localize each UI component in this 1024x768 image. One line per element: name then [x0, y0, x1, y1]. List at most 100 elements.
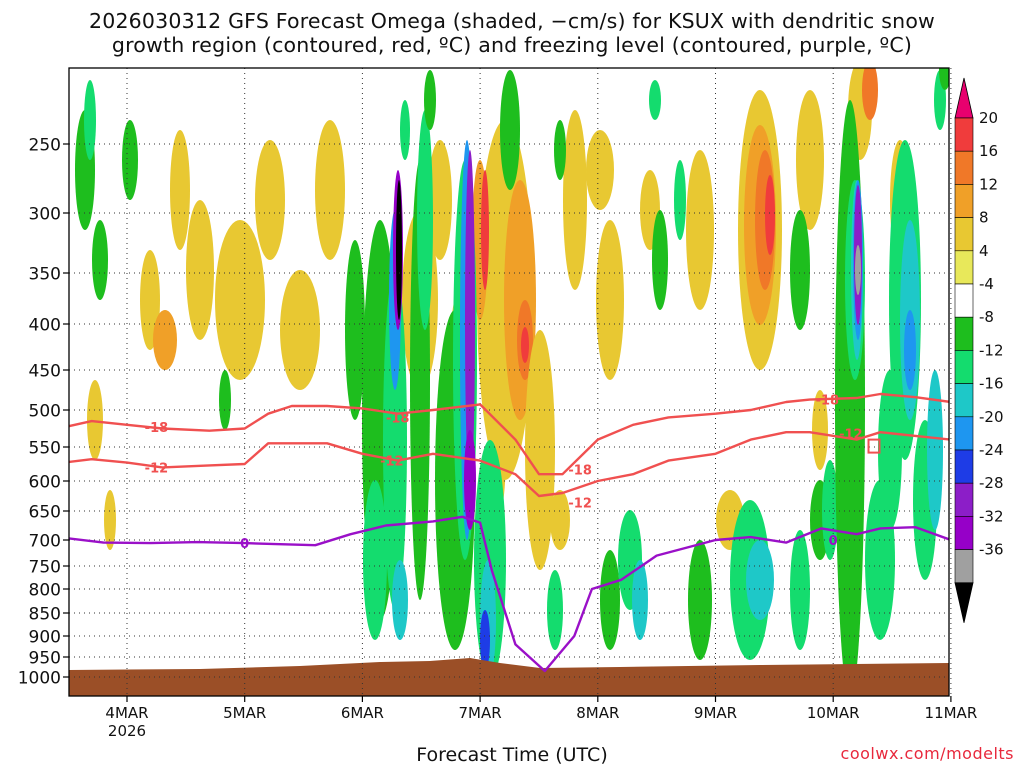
contour-0 [69, 392, 949, 476]
colorbar-segment [954, 449, 974, 484]
omega-shade-27 [765, 175, 775, 255]
contour-label-1: -12 [145, 461, 169, 476]
y-tick-label: 750 [29, 558, 61, 578]
colorbar-label: -20 [979, 408, 1004, 426]
omega-shade-71 [746, 540, 774, 620]
colorbar-segment [954, 217, 974, 252]
contour-label-0: -18 [145, 421, 169, 436]
omega-shade-60 [500, 70, 520, 190]
x-tick-label: 8MAR [576, 704, 619, 722]
colorbar-segment [954, 416, 974, 451]
contour-small-box [867, 438, 881, 454]
colorbar-label: 16 [979, 142, 998, 160]
grid-lines [69, 68, 952, 696]
x-tick-label: 7MAR [459, 704, 502, 722]
omega-shade-28 [796, 90, 824, 230]
omega-shade-57 [480, 610, 490, 670]
omega-shade-76 [835, 100, 865, 696]
omega-shade-69 [688, 540, 712, 660]
omega-shade-42 [345, 240, 365, 420]
contour-label-2: -18 [386, 411, 410, 426]
omega-shade-73 [790, 530, 810, 650]
omega-shade-81 [855, 245, 861, 295]
omega-shade-67 [652, 210, 668, 310]
omega-shade-18 [563, 110, 587, 290]
colorbar-label: -24 [979, 441, 1004, 459]
colorbar-segment [954, 516, 974, 550]
omega-shade-8 [280, 270, 320, 390]
omega-shade-41 [219, 370, 231, 430]
omega-shade-11 [428, 140, 452, 260]
colorbar-label: 20 [979, 109, 998, 127]
omega-shade-36 [481, 170, 489, 290]
omega-shade-91 [649, 80, 661, 120]
omega-shade-0 [87, 380, 103, 460]
omega-shade-40 [92, 220, 108, 300]
omega-shade-9 [315, 120, 345, 260]
omega-shade-59 [392, 560, 408, 640]
x-axis-title: Forecast Time (UTC) [416, 744, 608, 766]
x-tick-label: 9MAR [694, 704, 737, 722]
omega-shade-62 [554, 120, 566, 180]
y-tick-label: 1000 [18, 669, 61, 689]
plot-frame [68, 67, 950, 697]
omega-shade-90 [939, 68, 949, 90]
x-tick-label: 10MAR [807, 704, 860, 722]
contour-1 [69, 431, 949, 498]
y-tick-label: 650 [29, 503, 61, 523]
chart-title-line-1: 2026030312 GFS Forecast Omega (shaded, −… [88, 9, 936, 33]
omega-shade-61 [424, 70, 436, 130]
y-tick-label: 250 [29, 136, 61, 156]
omega-shade-49 [417, 110, 433, 330]
omega-shade-86 [904, 310, 916, 390]
credit-link[interactable]: coolwx.com/modelts [840, 744, 1014, 763]
omega-shade-88 [927, 370, 943, 530]
colorbar-label: -16 [979, 375, 1004, 393]
colorbar-label: -12 [979, 341, 1004, 359]
y-tick-label: 900 [29, 628, 61, 648]
omega-shade-58 [363, 480, 387, 640]
omega-shade-33 [550, 490, 570, 550]
colorbar-segment [954, 350, 974, 384]
contour-label-7: -12 [839, 428, 863, 443]
temperature-contours [69, 392, 949, 673]
colorbar-segment [954, 283, 974, 318]
colorbar-label: 12 [979, 175, 998, 193]
omega-shade-22 [686, 150, 714, 310]
x-tick-label: 5MAR [223, 704, 266, 722]
y-tick-label: 500 [29, 402, 61, 422]
omega-shade-1 [104, 490, 116, 550]
y-axis: 250 300 350 400 450 500 550 600 650 700 750 800 850 9… [18, 136, 69, 689]
colorbar-top-arrow [954, 77, 974, 119]
y-tick-label: 800 [29, 581, 61, 601]
omega-shade-47 [396, 180, 402, 320]
contour-labels: -18 -12 -18 -12 -18 -12 -18 -12 0 0 [145, 394, 863, 553]
y-tick-label: 600 [29, 473, 61, 493]
colorbar-segment [954, 383, 974, 418]
contour-2 [69, 515, 949, 673]
contour-label-4: -18 [568, 463, 592, 478]
omega-shade-63 [600, 550, 620, 650]
y-tick-label: 700 [29, 532, 61, 552]
y-tick-label: 350 [29, 265, 61, 285]
x-tick-label: 11MAR [925, 704, 978, 722]
omega-shade-31 [862, 68, 878, 120]
x-axis: 4MAR 5MAR 6MAR 7MAR 8MAR 9MAR 10MAR 11MAR 2026 [105, 696, 977, 740]
omega-shade-54 [464, 430, 476, 530]
chart-title-line-2: growth region (contoured, red, ºC) and f… [111, 33, 913, 57]
omega-shade-68 [674, 160, 686, 240]
omega-shade-6 [215, 220, 265, 380]
omega-shade-72 [790, 210, 810, 330]
omega-shade-75 [822, 460, 838, 560]
colorbar-segment [954, 117, 974, 152]
x-year-label: 2026 [108, 722, 146, 740]
omega-shade-19 [586, 130, 614, 210]
colorbar-segment [954, 316, 974, 351]
omega-shade-20 [596, 220, 624, 380]
colorbar-label: 4 [979, 242, 989, 260]
omega-shade-17 [525, 330, 555, 570]
colorbar-label: -4 [979, 275, 994, 293]
colorbar-segment [954, 549, 974, 584]
colorbar-segment [954, 482, 974, 517]
